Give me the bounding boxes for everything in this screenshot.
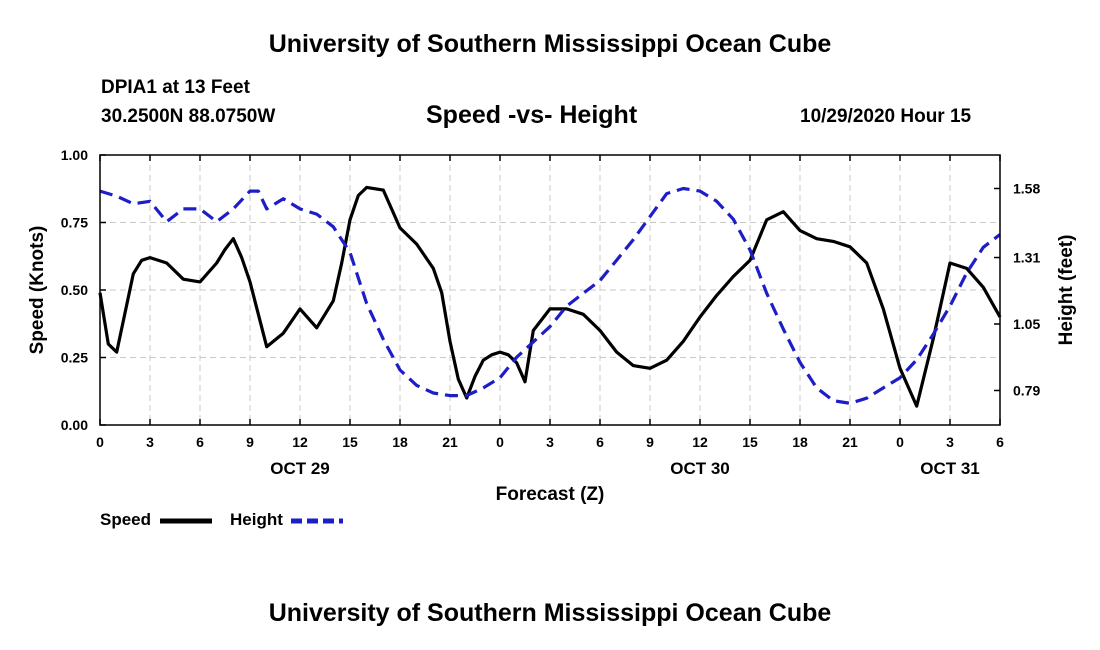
x-tick-label: 18 (792, 434, 808, 450)
y-axis-label-right: Height (feet) (1056, 235, 1077, 346)
x-tick-label: 18 (392, 434, 408, 450)
y-right-tick-label: 1.58 (1013, 180, 1040, 196)
series-lines (98, 185, 1002, 408)
x-tick-label: 9 (246, 434, 254, 450)
chart-title: Speed -vs- Height (426, 101, 638, 129)
day-label: OCT 30 (670, 459, 730, 478)
series-line-height (99, 186, 1001, 405)
series-line-speed (98, 185, 1002, 408)
x-tick-label: 6 (196, 434, 204, 450)
y-left-tick-label: 1.00 (61, 147, 88, 163)
x-tick-label: 0 (896, 434, 904, 450)
x-tick-label: 15 (742, 434, 758, 450)
x-tick-label: 15 (342, 434, 358, 450)
page-title: University of Southern Mississippi Ocean… (268, 30, 832, 58)
x-axis-label: Forecast (Z) (496, 484, 605, 505)
x-tick-label: 12 (692, 434, 708, 450)
x-tick-label: 6 (996, 434, 1004, 450)
legend-label-speed: Speed (100, 510, 151, 529)
x-tick-label: 0 (96, 434, 104, 450)
legend: Speed Height (100, 510, 343, 529)
forecast-timestamp: 10/29/2020 Hour 15 (800, 106, 972, 127)
grid (99, 154, 1001, 426)
y-right-tick-label: 1.31 (1013, 250, 1040, 266)
x-tick-label: 12 (292, 434, 308, 450)
y-right-tick-label: 0.79 (1013, 382, 1040, 398)
axes: 0 3 6 9 12 15 18 21 0 3 6 9 12 15 18 21 0 3 6 OCT 29 OCT 30 O… (61, 147, 1041, 478)
station-label: DPIA1 at 13 Feet (101, 77, 250, 98)
station-coordinates: 30.2500N 88.0750W (101, 106, 276, 127)
x-tick-label: 21 (442, 434, 458, 450)
x-tick-label: 9 (646, 434, 654, 450)
y-right-tick-label: 1.05 (1013, 316, 1040, 332)
y-left-tick-label: 0.75 (61, 215, 88, 231)
day-label: OCT 31 (920, 459, 980, 478)
y-left-tick-label: 0.50 (61, 282, 88, 298)
x-tick-label: 3 (946, 434, 954, 450)
y-left-tick-label: 0.25 (61, 350, 88, 366)
x-tick-label: 0 (496, 434, 504, 450)
y-axis-label-left: Speed (Knots) (27, 226, 48, 355)
x-tick-label: 3 (146, 434, 154, 450)
y-left-tick-label: 0.00 (61, 417, 88, 433)
x-tick-label: 3 (546, 434, 554, 450)
legend-label-height: Height (230, 510, 283, 529)
x-tick-label: 6 (596, 434, 604, 450)
day-label: OCT 29 (270, 459, 330, 478)
x-tick-label: 21 (842, 434, 858, 450)
footer-title: University of Southern Mississippi Ocean… (268, 599, 832, 627)
